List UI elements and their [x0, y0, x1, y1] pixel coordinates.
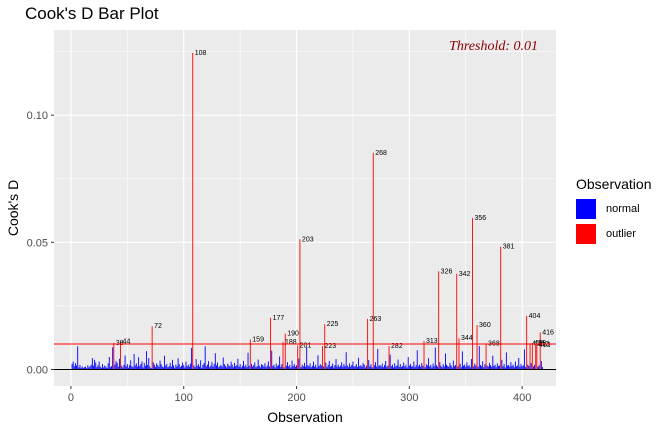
outlier-label: 326 [441, 268, 453, 275]
y-tick-label: 0.10 [27, 110, 48, 122]
outlier-label: 177 [273, 315, 285, 322]
outlier-label: 381 [503, 244, 515, 251]
plot-panel [54, 30, 556, 386]
threshold-annotation: Threshold: 0.01 [449, 39, 538, 54]
outlier-label: 223 [324, 343, 336, 350]
legend-item-normal: normal [576, 196, 651, 221]
legend-title: Observation [576, 176, 652, 192]
legend-label-normal: normal [606, 202, 640, 215]
chart-title: Cook's D Bar Plot [25, 4, 159, 23]
outlier-label: 190 [287, 331, 299, 338]
x-tick-label: 0 [68, 392, 74, 404]
outlier-label: 38 [116, 340, 124, 347]
outlier-label: 342 [459, 271, 471, 278]
outlier-label: 44 [123, 339, 131, 346]
outlier-label: 413 [539, 342, 551, 349]
legend-item-outlier: outlier [576, 221, 651, 246]
x-axis-title: Observation [267, 409, 342, 425]
outlier-label: 360 [479, 322, 491, 329]
outlier-label: 313 [426, 338, 438, 345]
outlier-label: 344 [461, 335, 473, 342]
outlier-label: 72 [154, 323, 162, 330]
y-axis-title: Cook's D [5, 180, 21, 236]
legend-key-outlier [576, 223, 596, 244]
outlier-label: 356 [475, 215, 487, 222]
outlier-label: 225 [327, 321, 339, 328]
outlier-label: 188 [285, 339, 297, 346]
legend: Observation normal outlier [576, 176, 651, 246]
outlier-label: 404 [529, 313, 541, 320]
outlier-label: 263 [370, 316, 382, 323]
x-tick-label: 400 [513, 392, 531, 404]
reference-lines [54, 343, 556, 370]
outlier-label: 416 [542, 329, 554, 336]
outlier-label: 203 [302, 236, 314, 243]
outlier-label: 268 [375, 150, 387, 157]
x-tick-label: 200 [287, 392, 305, 404]
outlier-label: 108 [195, 50, 207, 57]
legend-label-outlier: outlier [606, 227, 636, 240]
outlier-label: 159 [252, 336, 264, 343]
outlier-label: 201 [300, 343, 312, 350]
y-tick-label: 0.00 [27, 364, 48, 376]
y-tick-label: 0.05 [27, 237, 48, 249]
x-tick-label: 100 [175, 392, 193, 404]
x-tick-label: 300 [400, 392, 418, 404]
outlier-label: 282 [391, 343, 403, 350]
outlier-label: 409 [534, 340, 546, 347]
legend-key-normal [576, 198, 596, 219]
axes: 0 100 200 300 400 0.00 0.05 0.10 [27, 110, 532, 404]
